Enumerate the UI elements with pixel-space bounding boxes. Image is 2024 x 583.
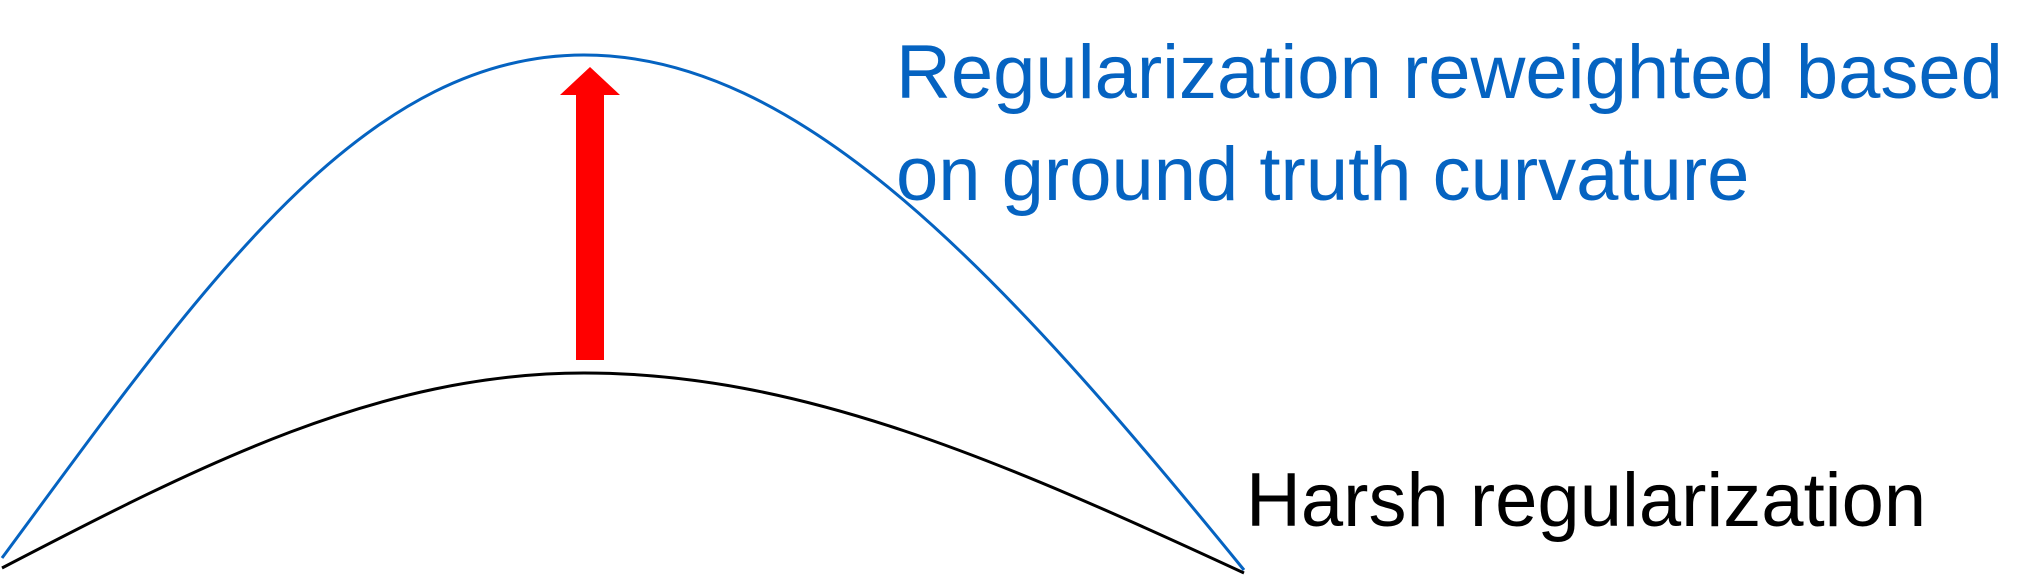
reweighted-label-line-1: Regularization reweighted based (896, 30, 2003, 115)
reweighted-label-line-2: on ground truth curvature (896, 132, 1750, 217)
upward-arrow-icon (560, 67, 620, 360)
reweighted-regularization-curve (0, 53, 1246, 571)
reweighted-regularization-label: Regularization reweighted based on groun… (896, 22, 2003, 226)
harsh-regularization-label: Harsh regularization (1246, 458, 1927, 543)
harsh-regularization-curve (1, 371, 1245, 575)
